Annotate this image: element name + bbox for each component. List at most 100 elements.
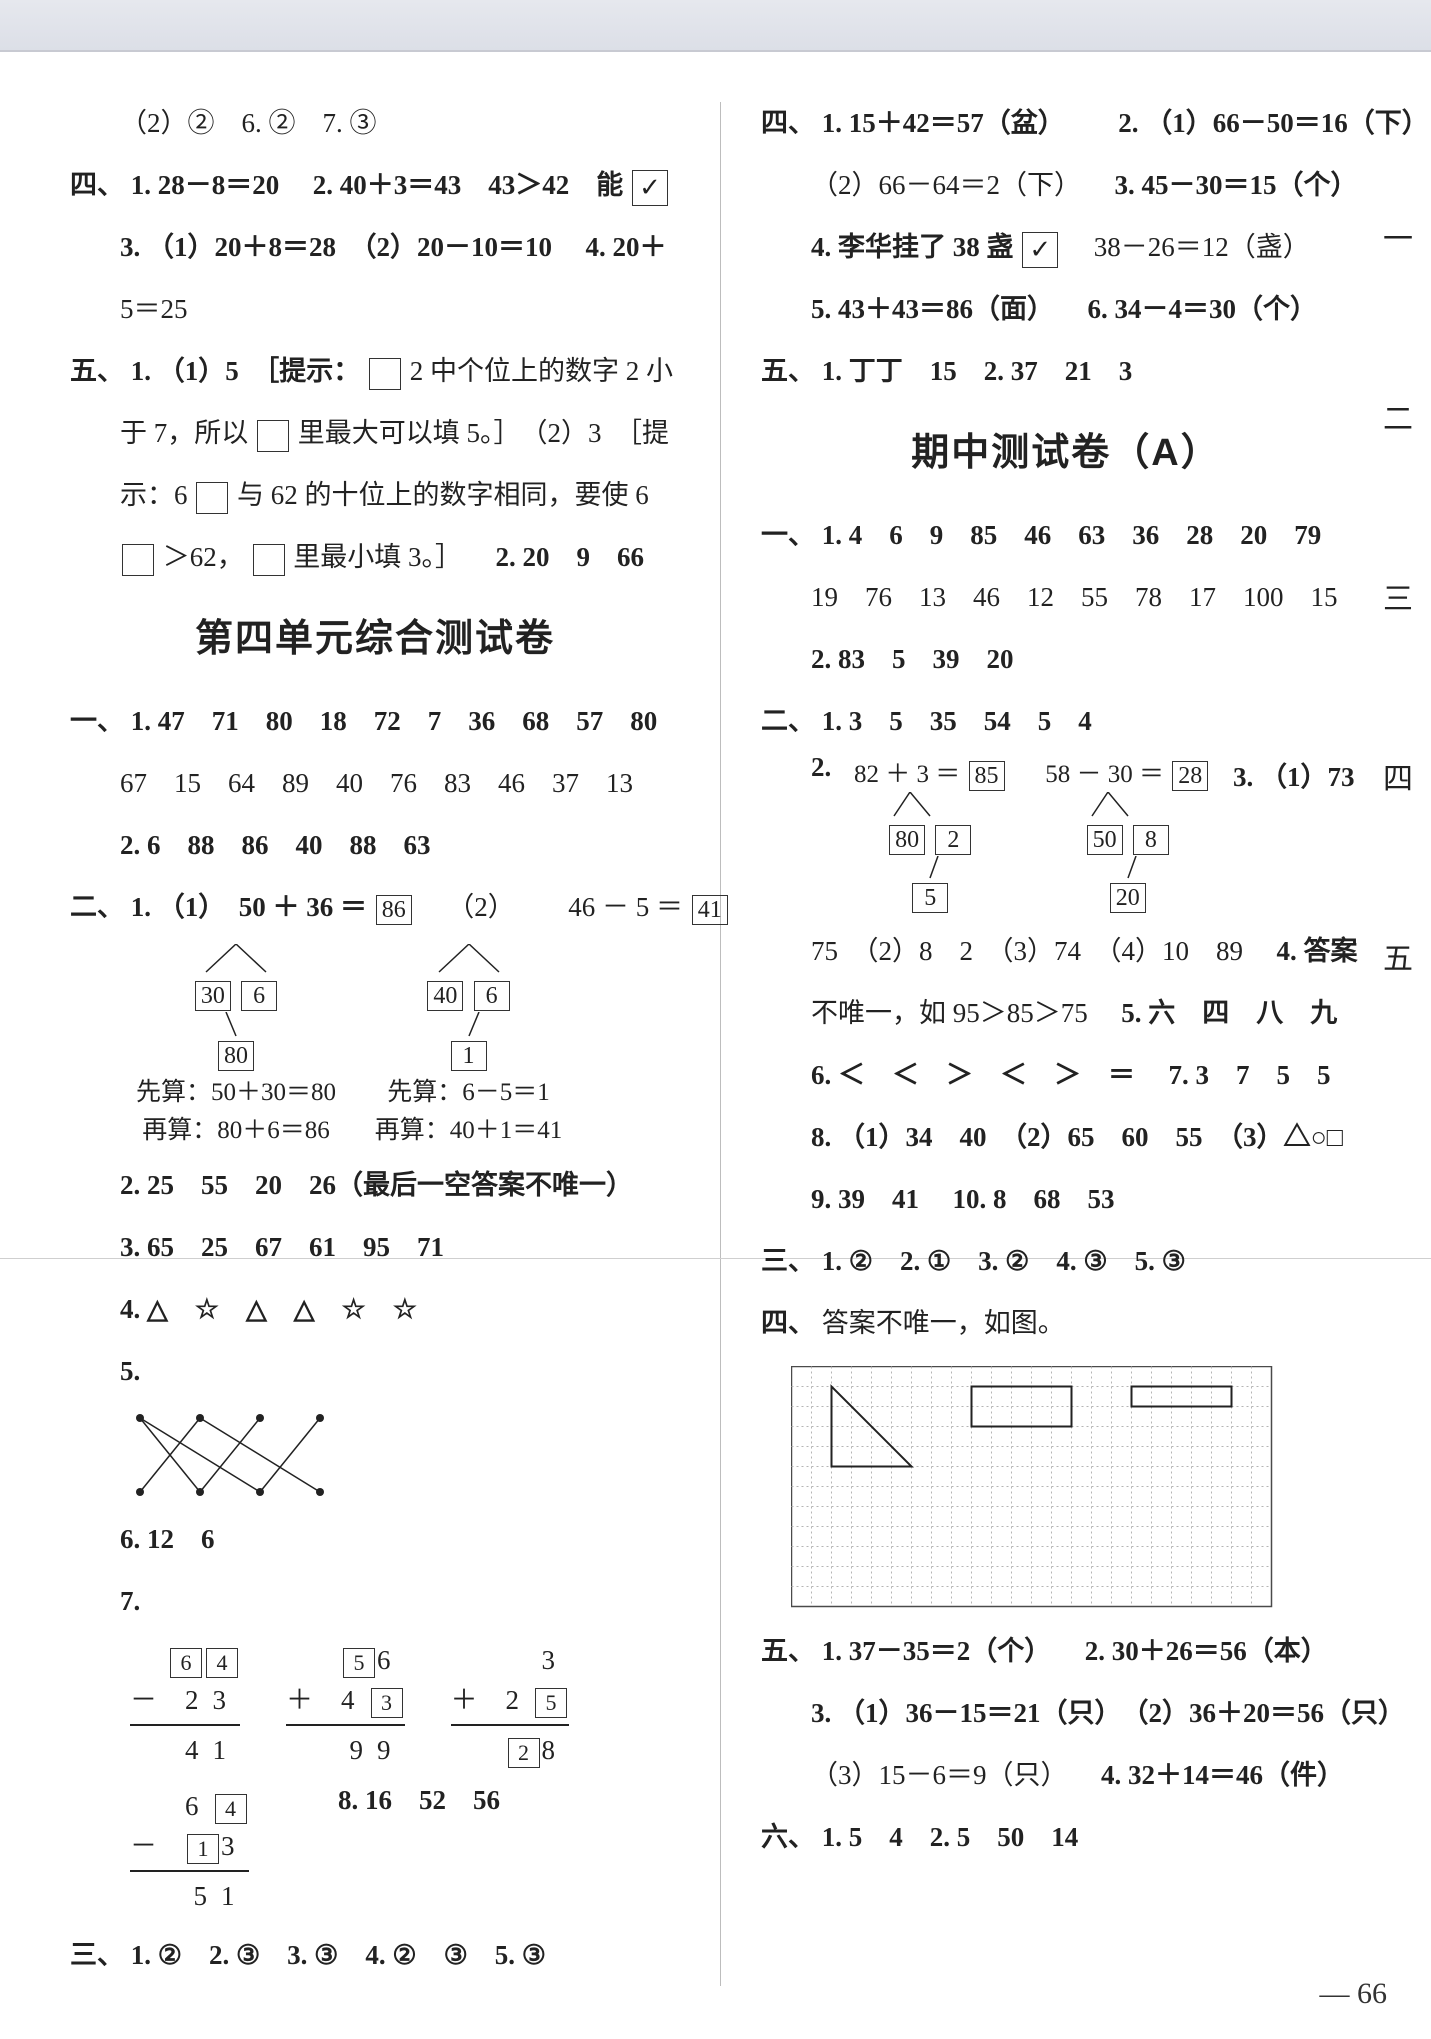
q5-1d-line: 示：6 与 62 的十位上的数字相同，要使 6 xyxy=(70,464,680,526)
label-three: 三、 xyxy=(70,1940,124,1970)
split-box: 1 xyxy=(451,1041,487,1071)
split-lines-icon xyxy=(176,944,296,974)
m6-l: 1. 5 4 2. 5 50 14 xyxy=(822,1822,1079,1852)
m5-l2: 3. （1）36－15＝21（只） （2）36＋20＝56（只） xyxy=(761,1682,1371,1744)
label-five: 五、 xyxy=(70,356,124,386)
blank-box xyxy=(196,482,228,514)
m-three: 三、 1. ② 2. ① 3. ② 4. ③ 5. ③ xyxy=(761,1230,1371,1292)
u4-two-h1: 1. （1） 50 ＋ 36 ＝ xyxy=(131,892,367,922)
side-mark: 四 xyxy=(1383,750,1413,810)
m-two-l7: 9. 39 41 xyxy=(811,1184,919,1214)
side-margin-marks: 一二三四五 xyxy=(1383,210,1413,1110)
side-mark: 一 xyxy=(1383,210,1413,270)
q5-1b: 于 7，所以 xyxy=(120,418,248,448)
left-column: （2）② 6. ② 7. ③ 四、 1. 28－8＝20 2. 40＋3＝43 … xyxy=(70,92,680,1986)
u4-two-l2: 2. 25 55 20 26（最后一空答案不唯一） xyxy=(70,1154,680,1216)
q4-2: 2. 40＋3＝43 43＞42 能 xyxy=(313,170,624,200)
split-box: 6 xyxy=(474,981,510,1011)
matching-diagram xyxy=(120,1410,340,1500)
split-line-icon xyxy=(206,1012,266,1038)
u4-one: 一、 1. 47 71 80 18 72 7 36 68 57 80 xyxy=(70,690,680,752)
result-box: 41 xyxy=(692,895,728,925)
u4-three-l: 1. ② 2. ③ 3. ③ 4. ② ③ 5. ③ xyxy=(131,1940,546,1970)
label-two: 二、 xyxy=(70,892,124,922)
q4-3-4: 3. （1）20＋8＝28 （2）20－10＝10 4. 20＋ xyxy=(70,216,680,278)
m-one-l3: 2. 83 5 39 20 xyxy=(761,628,1371,690)
m-two-l5: 6. ＜ ＜ ＞ ＜ ＞ ＝ xyxy=(811,1060,1135,1090)
m-two-l2pre: 2. xyxy=(811,752,831,782)
split-line-icon xyxy=(439,1012,499,1038)
blank-box xyxy=(369,358,401,390)
q5-1f-line: ＞62， 里最小填 3。］ 2. 20 9 66 xyxy=(70,526,680,588)
m-two-l4b: 5. 六 四 八 九 xyxy=(1121,998,1337,1028)
content-columns: （2）② 6. ② 7. ③ 四、 1. 28－8＝20 2. 40＋3＝43 … xyxy=(0,52,1431,2026)
m-two-l4line: 不唯一，如 95＞85＞75 5. 六 四 八 九 xyxy=(761,982,1371,1044)
q4-1: 1. 28－8＝20 xyxy=(131,170,280,200)
column-divider xyxy=(720,102,721,1986)
m5-l3b: 4. 32＋14＝46（件） xyxy=(1101,1760,1344,1790)
split-row: 30 6 80 先算：50＋30＝80 再算：80＋6＝86 xyxy=(70,938,680,1154)
side-mark: 二 xyxy=(1383,390,1413,450)
m-two-l3line: 75 （2）8 2 （3）74 （4）10 89 4. 答案 xyxy=(761,920,1371,982)
label-one: 一、 xyxy=(70,706,124,736)
split-lines-icon xyxy=(409,944,529,974)
section-four-line: 四、 1. 28－8＝20 2. 40＋3＝43 43＞42 能 ✓ xyxy=(70,154,680,216)
m-two-l1: 1. 3 5 35 54 5 4 xyxy=(822,706,1092,736)
m5-l1b: 2. 30＋26＝56（本） xyxy=(1085,1636,1328,1666)
grid-figure xyxy=(791,1366,1371,1608)
m-one-l1: 1. 4 6 9 85 46 63 36 28 20 79 xyxy=(822,520,1322,550)
expr: 82 ＋ 3 ＝ xyxy=(854,761,960,788)
q5-1e: 与 62 的十位上的数字相同，要使 6 xyxy=(237,480,649,510)
m-one: 一、 1. 4 6 9 85 46 63 36 28 20 79 xyxy=(761,504,1371,566)
section-five-line: 五、 1. （1）5 ［提示： 2 中个位上的数字 2 小 xyxy=(70,340,680,402)
u4-two-l7: 7. xyxy=(70,1570,680,1632)
m-four-text: 答案不唯一，如图。 xyxy=(822,1308,1065,1338)
m-three-l: 1. ② 2. ① 3. ② 4. ③ 5. ③ xyxy=(822,1246,1186,1276)
q5-1g: 里最小填 3。］ xyxy=(293,542,462,572)
split-box: 6 xyxy=(241,981,277,1011)
blank-box xyxy=(253,544,285,576)
calc1: 先算：50＋30＝80 xyxy=(136,1076,336,1110)
m-six: 六、 1. 5 4 2. 5 50 14 xyxy=(761,1806,1371,1868)
vertical-arith-row2: 64－1351 8. 16 52 56 xyxy=(70,1778,680,1924)
vertical-arithmetic: 64－2341 xyxy=(130,1640,240,1770)
split-box: 30 xyxy=(195,981,231,1011)
q4-4b: 5＝25 xyxy=(70,278,680,340)
vertical-arith-row: 64－234156＋43993＋2528 xyxy=(70,1632,680,1778)
split-diagram-left: 30 6 80 先算：50＋30＝80 再算：80＋6＝86 xyxy=(136,944,336,1148)
m-two-l3: 75 （2）8 2 （3）74 （4）10 89 xyxy=(811,936,1243,966)
u4-two-h1b: （2） xyxy=(447,892,515,922)
m-two: 二、 1. 3 5 35 54 5 4 xyxy=(761,690,1371,752)
m-two-l5line: 6. ＜ ＜ ＞ ＜ ＞ ＝ 7. 3 7 5 5 xyxy=(761,1044,1371,1106)
calc2: 再算：40＋1＝41 xyxy=(375,1114,563,1148)
q5-1d: 示：6 xyxy=(120,480,188,510)
blank-box xyxy=(257,420,289,452)
blank-box xyxy=(122,544,154,576)
label-four: 四、 xyxy=(70,170,124,200)
r-five: 五、 1. 丁丁 15 2. 37 21 3 xyxy=(761,340,1371,402)
r4-l1b: 2. （1）66－50＝16（下） xyxy=(1118,108,1429,138)
grid-svg xyxy=(791,1366,1273,1608)
q5-1a: 1. （1）5 ［提示： xyxy=(131,356,361,386)
split-box: 80 xyxy=(218,1041,254,1071)
m-two-l3b: 4. 答案 xyxy=(1277,936,1358,966)
split-line-icon xyxy=(900,856,960,880)
top-gradient-band xyxy=(0,0,1431,52)
calc2: 再算：80＋6＝86 xyxy=(136,1114,336,1148)
u4-three: 三、 1. ② 2. ③ 3. ③ 4. ② ③ 5. ③ xyxy=(70,1924,680,1986)
label-five: 五、 xyxy=(761,1636,815,1666)
split-box: 5 xyxy=(912,883,948,913)
u4-two-l8: 8. 16 52 56 xyxy=(338,1785,500,1815)
split-diagram-b: 58 － 30 ＝ 28 50 8 20 xyxy=(1045,758,1210,914)
result-box: 86 xyxy=(376,895,412,925)
u4-one-l2: 67 15 64 89 40 76 83 46 37 13 xyxy=(70,752,680,814)
m5-l3line: （3）15－6＝9（只） 4. 32＋14＝46（件） xyxy=(761,1744,1371,1806)
m-two-splits: 2. 82 ＋ 3 ＝ 85 80 2 xyxy=(761,752,1371,920)
label-five: 五、 xyxy=(761,356,815,386)
m-two-l6: 8. （1）34 40 （2）65 60 55 （3）△○□ xyxy=(761,1106,1371,1168)
u4-two-h1c: 46 － 5 ＝ xyxy=(568,892,683,922)
split-lines-icon xyxy=(880,792,980,818)
split-box: 80 xyxy=(889,825,925,855)
r4-l2: （2）66－64＝2（下） xyxy=(811,170,1081,200)
q5-1f: ＞62， xyxy=(163,542,244,572)
